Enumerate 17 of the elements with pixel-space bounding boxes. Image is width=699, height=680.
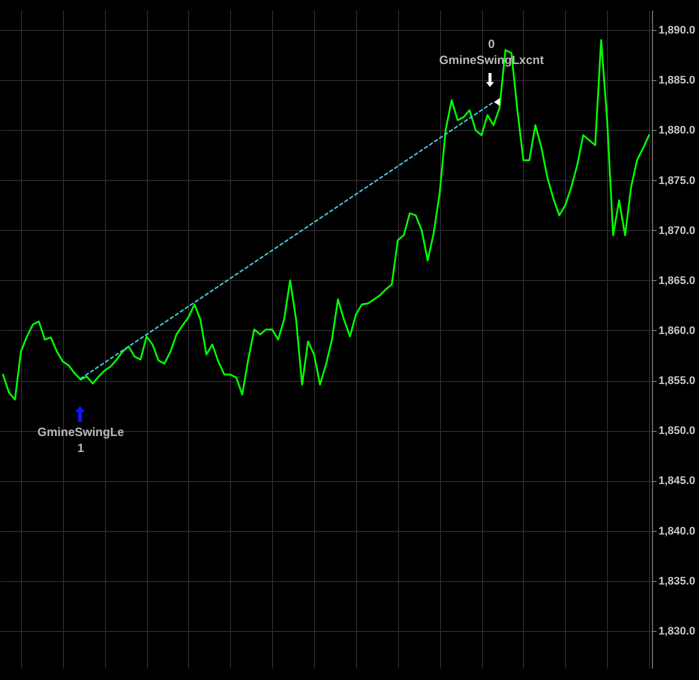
y-tick-label: 1,850.0 xyxy=(658,425,696,438)
y-tick-label: 1,865.0 xyxy=(658,274,696,287)
line-series xyxy=(2,39,650,400)
y-tick-label: 1,890.0 xyxy=(658,24,696,37)
y-tick-label: 1,845.0 xyxy=(658,475,696,488)
y-tick-label: 1,870.0 xyxy=(658,224,696,237)
y-tick-label: 1,875.0 xyxy=(658,174,696,187)
annotation: 1 xyxy=(77,440,84,455)
y-tick-label: 1,860.0 xyxy=(658,324,696,337)
y-tick-label: 1,880.0 xyxy=(658,124,696,137)
annotation: 0 xyxy=(488,37,495,52)
y-tick-label: 1,840.0 xyxy=(658,525,696,538)
annotation: GmineSwingLe xyxy=(37,424,124,439)
y-tick-label: 1,835.0 xyxy=(658,575,696,588)
y-tick-label: 1,885.0 xyxy=(658,74,696,87)
y-tick-label: 1,855.0 xyxy=(658,375,696,388)
y-tick-label: 1,830.0 xyxy=(658,625,696,638)
